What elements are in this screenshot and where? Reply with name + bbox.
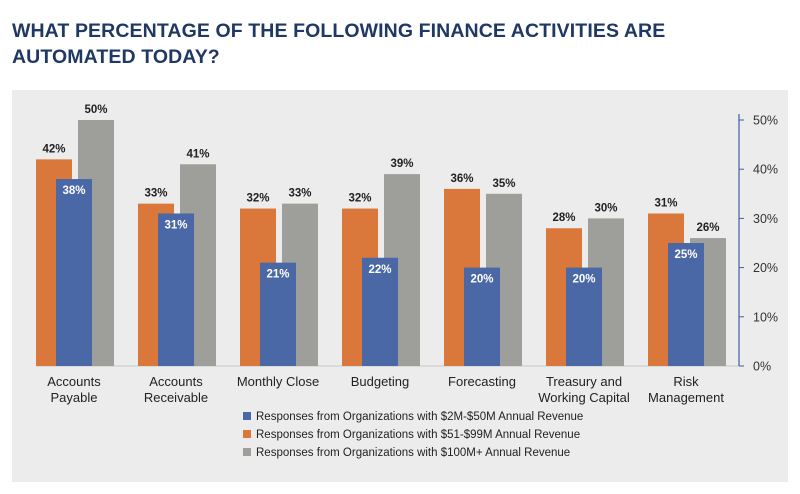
bar-series-1 bbox=[464, 267, 500, 366]
data-label-series-3: 50% bbox=[84, 104, 107, 116]
chart-title-line-1: WHAT PERCENTAGE OF THE FOLLOWING FINANCE… bbox=[12, 20, 666, 42]
bar-series-1 bbox=[566, 267, 602, 366]
data-label-series-2: 36% bbox=[450, 173, 473, 185]
category-label: Budgeting bbox=[351, 374, 410, 389]
bar-series-1 bbox=[668, 243, 704, 366]
legend-label-series-3: Responses from Organizations with $100M+… bbox=[256, 447, 570, 459]
y-tick-label: 40% bbox=[753, 163, 778, 177]
data-label-series-1: 20% bbox=[572, 274, 595, 286]
data-label-series-1: 21% bbox=[266, 269, 289, 281]
category-label: Management bbox=[648, 390, 724, 405]
bar-series-1 bbox=[56, 179, 92, 366]
y-tick-label: 50% bbox=[753, 114, 778, 128]
category-label: Receivable bbox=[144, 390, 208, 405]
category-label: Forecasting bbox=[448, 374, 516, 389]
data-label-series-1: 31% bbox=[164, 219, 187, 231]
y-tick-label: 0% bbox=[753, 360, 771, 374]
y-tick-label: 30% bbox=[753, 212, 778, 226]
category-label: Working Capital bbox=[538, 390, 630, 405]
data-label-series-2: 32% bbox=[246, 193, 269, 205]
legend-swatch-series-2 bbox=[243, 430, 251, 438]
chart-title: WHAT PERCENTAGE OF THE FOLLOWING FINANCE… bbox=[12, 18, 712, 70]
data-label-series-1: 20% bbox=[470, 274, 493, 286]
data-label-series-1: 22% bbox=[368, 264, 391, 276]
category-label: Risk bbox=[673, 374, 699, 389]
data-label-series-3: 39% bbox=[390, 158, 413, 170]
category-label: Treasury and bbox=[546, 374, 622, 389]
y-tick-label: 20% bbox=[753, 261, 778, 275]
data-label-series-3: 41% bbox=[186, 148, 209, 160]
category-label: Monthly Close bbox=[237, 374, 319, 389]
data-label-series-3: 33% bbox=[288, 188, 311, 200]
legend-label-series-1: Responses from Organizations with $2M-$5… bbox=[256, 411, 583, 423]
data-label-series-2: 32% bbox=[348, 193, 371, 205]
data-label-series-3: 35% bbox=[492, 178, 515, 190]
chart-title-line-2: AUTOMATED TODAY? bbox=[12, 46, 220, 68]
data-label-series-2: 31% bbox=[654, 197, 677, 209]
legend-label-series-2: Responses from Organizations with $51-$9… bbox=[256, 429, 580, 441]
data-label-series-2: 42% bbox=[42, 143, 65, 155]
bar-series-1 bbox=[260, 262, 296, 366]
data-label-series-1: 38% bbox=[62, 185, 85, 197]
legend-swatch-series-1 bbox=[243, 412, 251, 420]
bar-series-1 bbox=[158, 213, 194, 366]
data-label-series-2: 33% bbox=[144, 188, 167, 200]
data-label-series-3: 26% bbox=[696, 222, 719, 234]
data-label-series-1: 25% bbox=[674, 249, 697, 261]
data-label-series-2: 28% bbox=[552, 212, 575, 224]
category-label: Payable bbox=[51, 390, 98, 405]
bar-series-1 bbox=[362, 257, 398, 366]
data-label-series-3: 30% bbox=[594, 202, 617, 214]
category-label: Accounts bbox=[47, 374, 101, 389]
legend-swatch-series-3 bbox=[243, 448, 251, 456]
category-label: Accounts bbox=[149, 374, 203, 389]
y-tick-label: 10% bbox=[753, 310, 778, 324]
